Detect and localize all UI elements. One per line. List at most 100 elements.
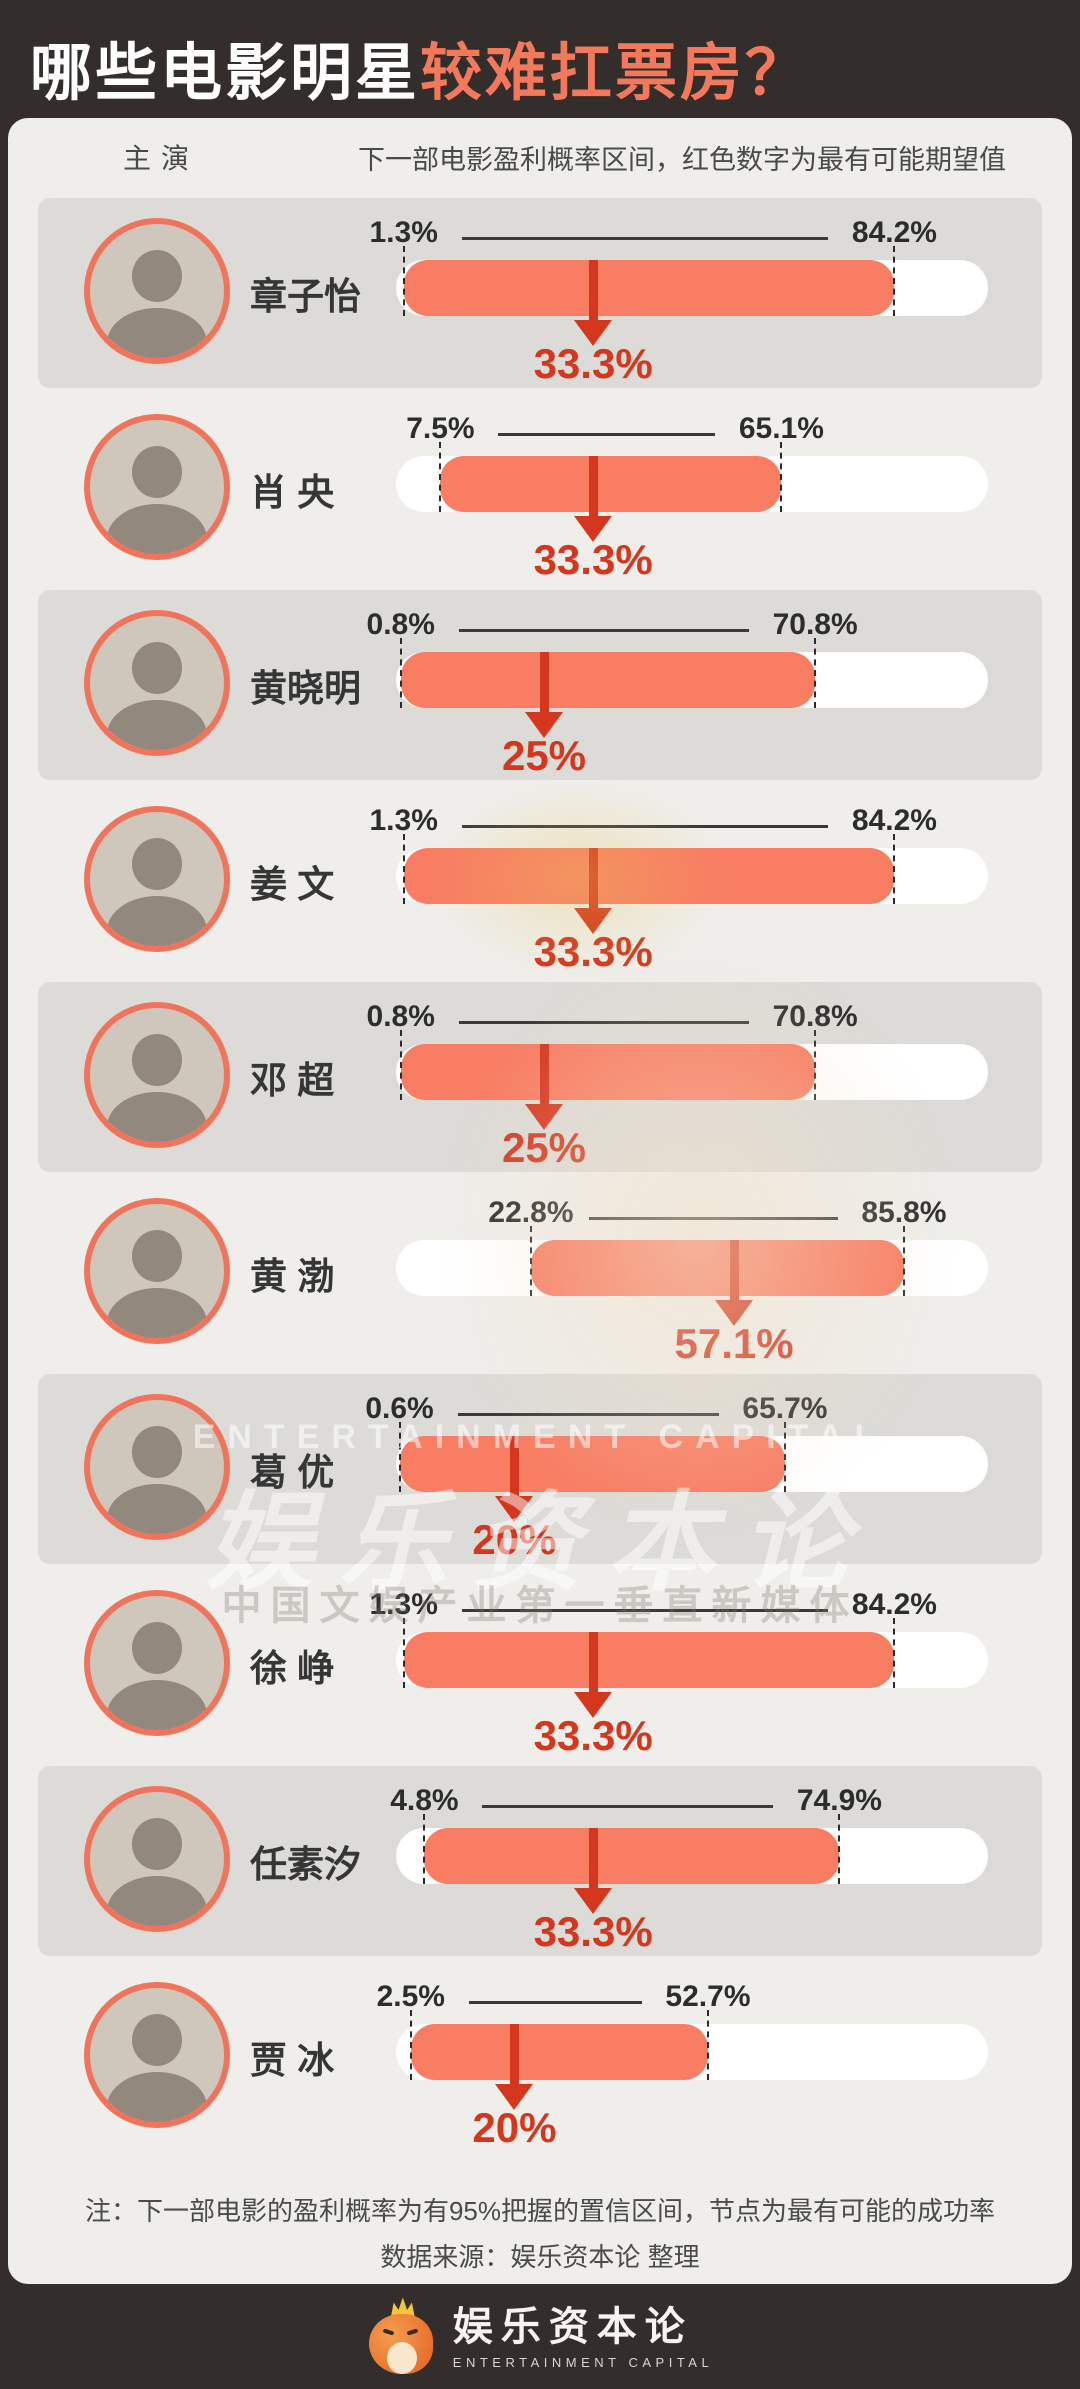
expected-value-arrow — [509, 1436, 519, 1498]
avatar-head-silhouette — [132, 642, 182, 694]
expected-value-arrow — [729, 1240, 739, 1302]
range-connector-line — [482, 1805, 774, 1808]
avatar-shoulders-silhouette — [107, 1092, 207, 1142]
actor-row: 贾 冰 2.5% 52.7% 20% — [38, 1962, 1042, 2158]
avatar — [84, 610, 230, 756]
expected-value-arrow — [509, 2024, 519, 2086]
high-bound-tick — [893, 246, 896, 316]
probability-interval-bar: 1.3% 84.2% 33.3% — [369, 786, 988, 982]
low-bound-label: 0.8% — [366, 608, 435, 641]
title-highlight: 较难扛票房？ — [420, 39, 811, 108]
avatar-shoulders-silhouette — [107, 896, 207, 946]
low-bound-tick — [399, 1030, 402, 1100]
range-connector-line — [461, 237, 829, 240]
expected-value-label: 33.3% — [533, 928, 653, 975]
avatar-shoulders-silhouette — [107, 1876, 207, 1926]
avatar-head-silhouette — [132, 1426, 182, 1478]
avatar-head-silhouette — [132, 1818, 182, 1870]
avatar-head-silhouette — [132, 250, 182, 302]
content-panel: 主演 下一部电影盈利概率区间，红色数字为最有可能期望值 章子怡 1.3% 84.… — [8, 118, 1072, 2284]
avatar-shoulders-silhouette — [107, 1680, 207, 1730]
actor-row: 肖 央 7.5% 65.1% 33.3% — [38, 394, 1042, 590]
actor-name: 姜 文 — [250, 864, 335, 905]
high-bound-label: 84.2% — [851, 1588, 937, 1621]
low-bound-label: 4.8% — [390, 1784, 459, 1817]
chart-rows: 章子怡 1.3% 84.2% 33.3% 肖 央 7.5% 65.1% — [8, 198, 1072, 2158]
expected-value-label: 33.3% — [533, 1908, 653, 1955]
range-connector-line — [498, 433, 716, 436]
avatar — [84, 1982, 230, 2128]
mascot-logo-icon — [367, 2297, 437, 2376]
footnote-text: 注：下一部电影的盈利概率为有95%把握的置信区间，节点为最有可能的成功率 — [84, 2196, 996, 2226]
avatar-head-silhouette — [132, 1034, 182, 1086]
probability-interval-bar: 1.3% 84.2% 33.3% — [369, 198, 988, 394]
low-bound-label: 0.8% — [366, 1000, 435, 1033]
column-header-description: 下一部电影盈利概率区间，红色数字为最有可能期望值 — [358, 145, 1006, 175]
low-bound-tick — [398, 1422, 401, 1492]
low-bound-tick — [402, 246, 405, 316]
high-bound-label: 85.8% — [861, 1196, 947, 1229]
probability-interval-bar: 7.5% 65.1% 33.3% — [396, 394, 988, 590]
range-connector-line — [458, 1021, 750, 1024]
bar-fill — [410, 2024, 708, 2080]
expected-value-arrowhead-icon — [495, 2084, 534, 2110]
actor-name: 邓 超 — [250, 1060, 335, 1101]
actor-name: 任素汐 — [250, 1844, 361, 1885]
high-bound-tick — [893, 1618, 896, 1688]
avatar — [84, 1590, 230, 1736]
actor-row: 黄晓明 0.8% 70.8% 25% — [38, 590, 1042, 786]
avatar — [84, 218, 230, 364]
high-bound-tick — [838, 1814, 841, 1884]
expected-value-arrowhead-icon — [574, 320, 613, 346]
probability-interval-bar: 0.8% 70.8% 25% — [367, 590, 988, 786]
low-bound-tick — [399, 638, 402, 708]
avatar — [84, 1198, 230, 1344]
low-bound-tick — [402, 1618, 405, 1688]
high-bound-label: 52.7% — [665, 1980, 751, 2013]
actor-name: 徐 峥 — [250, 1648, 335, 1689]
range-connector-line — [588, 1217, 838, 1220]
title-prefix: 哪些电影明星 — [30, 39, 421, 108]
actor-name: 肖 央 — [250, 472, 335, 513]
range-connector-line — [468, 2001, 642, 2004]
brand-name-en: ENTERTAINMENT CAPITAL — [452, 2355, 714, 2370]
brand-text-block: 娱乐资本论 ENTERTAINMENT CAPITAL — [453, 2303, 713, 2370]
expected-value-label: 25% — [501, 732, 587, 779]
avatar-head-silhouette — [132, 446, 182, 498]
high-bound-label: 70.8% — [772, 1000, 858, 1033]
high-bound-label: 84.2% — [851, 804, 937, 837]
expected-value-label: 33.3% — [533, 1712, 653, 1759]
bar-fill — [403, 260, 895, 316]
bar-fill — [399, 1436, 785, 1492]
column-header-actor: 主演 — [122, 143, 200, 174]
expected-value-label: 25% — [501, 1124, 587, 1171]
expected-value-label: 33.3% — [533, 536, 653, 583]
actor-row: 姜 文 1.3% 84.2% 33.3% — [38, 786, 1042, 982]
actor-name: 章子怡 — [250, 276, 361, 317]
actor-row: 任素汐 4.8% 74.9% 33.3% — [38, 1766, 1042, 1962]
high-bound-tick — [893, 834, 896, 904]
actor-name: 黄晓明 — [250, 668, 361, 709]
mascot-belly — [386, 2341, 417, 2374]
avatar-head-silhouette — [132, 1622, 182, 1674]
bar-fill — [400, 1044, 816, 1100]
avatar-shoulders-silhouette — [107, 504, 207, 554]
low-bound-label: 1.3% — [369, 1588, 438, 1621]
avatar-shoulders-silhouette — [107, 2072, 207, 2122]
high-bound-label: 74.9% — [796, 1784, 882, 1817]
low-bound-label: 22.8% — [488, 1196, 574, 1229]
range-connector-line — [458, 629, 750, 632]
expected-value-label: 33.3% — [533, 340, 653, 387]
expected-value-arrowhead-icon — [574, 1692, 613, 1718]
bar-fill — [424, 1828, 840, 1884]
bar-fill — [400, 652, 816, 708]
page-title: 哪些电影明星较难扛票房？ — [30, 22, 810, 112]
low-bound-label: 1.3% — [369, 804, 438, 837]
probability-interval-bar: 0.6% 65.7% 20% — [365, 1374, 988, 1570]
probability-interval-bar: 2.5% 52.7% 20% — [377, 1962, 988, 2158]
expected-value-arrowhead-icon — [574, 908, 613, 934]
range-connector-line — [461, 1609, 829, 1612]
expected-value-arrow — [539, 652, 549, 714]
expected-value-arrow — [588, 260, 598, 322]
avatar-shoulders-silhouette — [107, 1484, 207, 1534]
